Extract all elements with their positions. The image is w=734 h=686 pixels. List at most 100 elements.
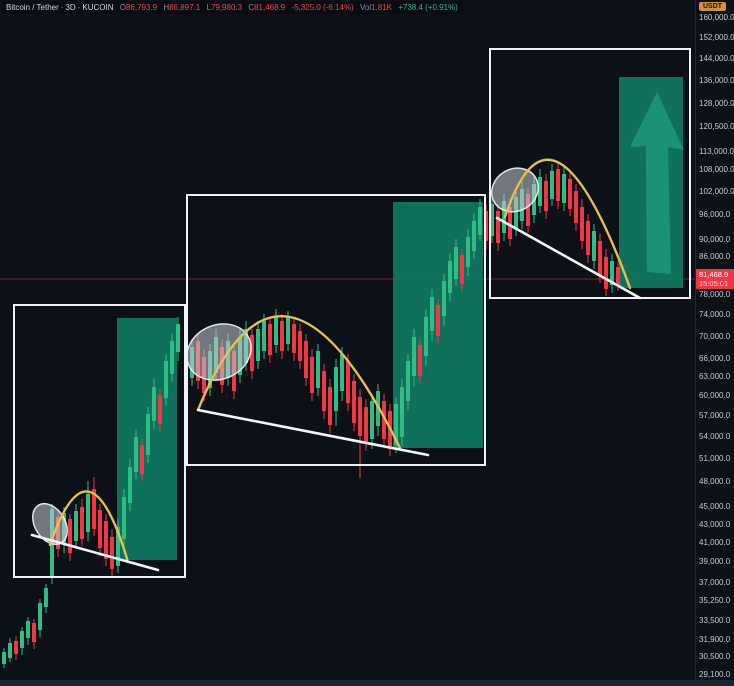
candle-body [170,341,174,374]
candle-body [20,631,24,648]
close-value: 81,468.9 [254,3,286,12]
candle-body [610,261,614,285]
last-price-value: 81,468.9 [699,270,729,279]
candle-body [538,177,542,206]
symbol-legend[interactable]: Bitcoin / Tether -3D - KUCOIN O86,793.9 H86… [2,1,462,14]
price-tick: 78,000.0 [699,290,731,299]
change-value: -5,325.0 (-6.14%) [291,3,354,12]
price-tick: 160,000.0 [699,13,734,22]
lead-in-ellipse[interactable] [178,314,260,390]
price-axis[interactable]: USDT 160,000.0 152,000.0 144,000.0 136,000.… [695,0,734,686]
candle-body [334,367,338,411]
candle-body [418,345,422,376]
price-tick: 152,000.0 [699,33,734,42]
price-tick: 35,250.0 [699,596,731,605]
breakout-arrow[interactable] [630,92,684,274]
price-tick: 57,000.0 [699,411,731,420]
symbol-title[interactable]: Bitcoin / Tether [6,3,59,12]
candle-body [550,171,554,199]
candle-body [158,395,162,424]
price-tick: 128,000.0 [699,99,734,108]
last-price-label: 81,468.9 15:05:01 [696,269,734,289]
candle-body [322,371,326,411]
candle-body [164,361,168,398]
price-tick: 102,000.0 [699,187,734,196]
close-label: C [248,3,255,12]
candle-body [80,507,84,539]
open-label: O [119,3,126,12]
price-tick: 113,000.0 [699,147,734,156]
price-tick: 60,000.0 [699,391,731,400]
candle-body [556,169,560,201]
price-tick: 136,000.0 [699,76,734,85]
price-tick: 30,500.0 [699,652,731,661]
window-bottom-edge [0,680,734,686]
candle-body [508,207,512,239]
candle-body [128,467,132,503]
candle-body [14,641,18,654]
exchange-label[interactable]: KUCOIN [82,3,114,12]
separator: - [60,3,64,12]
price-tick: 120,500.0 [699,122,734,131]
candle-body [32,623,36,642]
pattern-box[interactable] [13,304,186,578]
candle-body [406,361,410,401]
candle-body [496,211,500,243]
volume-change-value: +738.4 (+0.91%) [398,3,458,12]
candle-body [346,361,350,403]
candle-body [472,221,476,251]
candle-body [86,494,90,532]
currency-usdt-button[interactable]: USDT [699,2,727,11]
trendline[interactable] [196,408,430,457]
candle-body [460,255,464,284]
candle-body [568,179,572,209]
candle-body [92,489,96,529]
price-tick: 108,000.0 [699,165,734,174]
candle-body [604,257,608,289]
price-tick: 144,000.0 [699,54,734,63]
candle-body [448,261,452,293]
candle-body [74,511,78,541]
volume-label: Vol [359,3,372,12]
candle-body [262,321,266,351]
price-tick: 37,000.0 [699,578,731,587]
candle-body [8,643,12,658]
candle-body [280,321,284,351]
candle-body [310,357,314,393]
trendline[interactable] [495,216,642,300]
candle-body [316,351,320,388]
price-tick: 70,000.0 [699,332,731,341]
high-label: H [163,3,170,12]
candle-body [364,407,368,443]
price-tick: 31,900.0 [699,635,731,644]
candle-body [436,305,440,336]
candle-body [122,497,126,539]
bump-arc[interactable] [48,490,130,564]
candle-body [454,247,458,279]
pattern-box[interactable] [186,194,486,466]
bump-arc[interactable] [503,158,632,290]
candle-body [44,588,48,607]
chart-canvas[interactable] [0,0,695,686]
candle-body [466,237,470,267]
trendline[interactable] [30,533,160,572]
candle-body [586,221,590,255]
candle-body [412,337,416,376]
bump-arc[interactable] [196,315,402,450]
candle-body [304,341,308,378]
price-tick: 43,000.0 [699,520,731,529]
candle-body [382,401,386,439]
candle-body [292,324,296,353]
candle-body [394,404,398,445]
high-value: 86,897.1 [169,3,201,12]
candle-body [274,317,278,345]
price-tick: 45,000.0 [699,502,731,511]
chart-area[interactable]: Bitcoin / Tether -3D - KUCOIN O86,793.9 H86… [0,0,695,686]
price-tick: 29,100.0 [699,670,731,679]
interval-label[interactable]: 3D [65,3,76,12]
pattern-box[interactable] [489,48,691,299]
candle-body [580,207,584,241]
candle-body [340,354,344,391]
price-tick: 48,000.0 [699,477,731,486]
